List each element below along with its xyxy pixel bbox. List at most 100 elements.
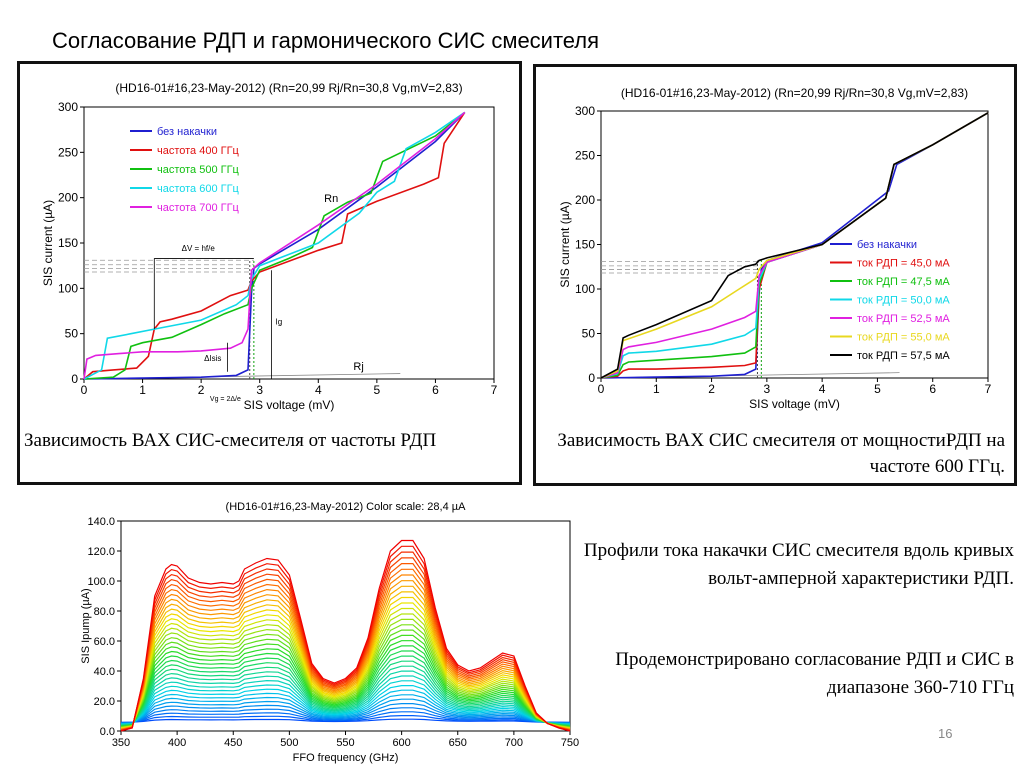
annotation-rn: Rn <box>324 193 338 205</box>
profile-line <box>120 711 571 724</box>
legend-label: частота 500 ГГц <box>157 164 240 176</box>
legend-label: частота 600 ГГц <box>157 183 240 195</box>
x-tick-label: 0 <box>598 382 605 396</box>
y-tick-label: 20.0 <box>94 696 115 708</box>
y-tick-label: 0 <box>588 371 595 385</box>
annotation-vg: Vg = 2Δ/e <box>210 396 241 403</box>
profile-line <box>120 591 571 730</box>
profile-line <box>120 551 571 732</box>
x-tick-label: 6 <box>929 382 936 396</box>
legend-label: частота 400 ГГц <box>157 145 240 157</box>
note-pump-profiles: Профили тока накачки СИС смесителя вдоль… <box>583 540 1014 589</box>
y-tick-label: 100 <box>58 281 78 295</box>
y-tick-label: 50 <box>65 327 79 341</box>
profile-line <box>120 665 571 726</box>
profile-line <box>120 557 571 731</box>
caption-power-dependence: Зависимость ВАХ СИС смесителя от мощност… <box>557 430 1005 477</box>
legend-label: ток РДП = 47,5 мА <box>857 276 950 288</box>
x-tick-label: 550 <box>336 737 354 749</box>
x-tick-label: 6 <box>432 383 439 397</box>
profile-line <box>120 718 571 723</box>
profile-line <box>120 563 571 731</box>
caption-frequency-dependence: Зависимость ВАХ СИС-смесителя от частоты… <box>24 430 437 451</box>
annotation-delta-v: ΔV = hf/e <box>182 244 216 253</box>
chart-title: (HD16-01#16,23-May-2012) Color scale: 28… <box>226 501 467 513</box>
profile-line <box>120 624 571 728</box>
profile-line <box>120 703 571 724</box>
legend-label: без накачки <box>157 126 217 138</box>
profile-line <box>120 539 571 732</box>
profile-line <box>120 660 571 727</box>
y-tick-label: 150 <box>58 236 78 250</box>
x-tick-label: 0 <box>81 383 88 397</box>
y-tick-label: 0.0 <box>100 726 115 738</box>
profile-line <box>120 545 571 732</box>
y-tick-label: 0 <box>71 372 78 386</box>
profile-line <box>120 585 571 730</box>
y-tick-label: 250 <box>575 149 595 163</box>
y-tick-label: 50 <box>582 327 596 341</box>
series-line <box>600 112 989 379</box>
x-tick-label: 400 <box>168 737 186 749</box>
profile-line <box>120 580 571 730</box>
profile-line <box>120 629 571 728</box>
x-tick-label: 3 <box>256 383 263 397</box>
profile-line <box>120 680 571 726</box>
profile-line <box>120 670 571 726</box>
x-tick-label: 7 <box>985 382 992 396</box>
profile-line <box>120 650 571 727</box>
chart-title: (HD16-01#16,23-May-2012) (Rn=20,99 Rj/Rn… <box>115 81 462 95</box>
profile-line <box>120 568 571 731</box>
profile-line <box>120 596 571 730</box>
y-axis-label: SIS current (µA) <box>558 201 572 287</box>
x-tick-label: 600 <box>392 737 410 749</box>
legend-label: без накачки <box>857 239 917 251</box>
y-tick-label: 200 <box>58 191 78 205</box>
y-tick-label: 150 <box>575 238 595 252</box>
profile-line <box>120 675 571 726</box>
profile-line <box>120 645 571 727</box>
x-tick-label: 2 <box>198 383 205 397</box>
profile-line <box>120 655 571 727</box>
x-tick-label: 500 <box>280 737 298 749</box>
profile-line <box>120 602 571 729</box>
iv-chart-2: 0 1 2 3 4 5 6 7 0 50 100 150 200 250 300 (HD16-01#16,23… <box>558 86 992 411</box>
profile-line <box>120 694 571 725</box>
series-line <box>83 111 466 380</box>
x-tick-label: 700 <box>505 737 523 749</box>
y-tick-label: 100.0 <box>87 576 115 588</box>
x-tick-label: 350 <box>112 737 130 749</box>
y-tick-label: 100 <box>575 282 595 296</box>
series-line <box>600 112 989 379</box>
slide-title: Согласование РДП и гармонического СИС см… <box>52 28 600 53</box>
x-tick-label: 750 <box>561 737 579 749</box>
y-tick-label: 250 <box>58 145 78 159</box>
series-line <box>83 111 466 380</box>
y-tick-label: 80.0 <box>94 606 115 618</box>
annotation-rj: Rj <box>353 361 363 373</box>
x-tick-label: 1 <box>653 382 660 396</box>
slide-number: 16 <box>938 726 953 741</box>
legend-label: ток РДП = 55,0 мА <box>857 332 950 344</box>
y-axis-label: SIS Ipump (µA) <box>80 588 92 663</box>
annotation-ig: Ig <box>276 318 283 327</box>
legend-label: ток РДП = 50,0 мА <box>857 295 950 307</box>
y-tick-label: 40.0 <box>94 666 115 678</box>
x-tick-label: 5 <box>874 382 881 396</box>
x-axis-label: SIS voltage (mV) <box>244 398 335 412</box>
y-tick-label: 300 <box>575 104 595 118</box>
x-tick-label: 3 <box>764 382 771 396</box>
x-tick-label: 5 <box>374 383 381 397</box>
y-tick-label: 200 <box>575 193 595 207</box>
series-line <box>83 111 466 380</box>
pump-profile-chart: 350 400 450 500 550 600 650 700 750 0.0 20.0 40.0 60… <box>80 501 579 764</box>
x-axis-label: FFO frequency (GHz) <box>293 752 399 764</box>
series-line <box>83 111 466 380</box>
chart-panel-power <box>533 64 1017 486</box>
profile-line <box>120 698 571 725</box>
legend-label: ток РДП = 52,5 мА <box>857 313 950 325</box>
y-tick-label: 120.0 <box>87 546 115 558</box>
profile-line <box>120 618 571 729</box>
legend-label: ток РДП = 45,0 мА <box>857 258 950 270</box>
